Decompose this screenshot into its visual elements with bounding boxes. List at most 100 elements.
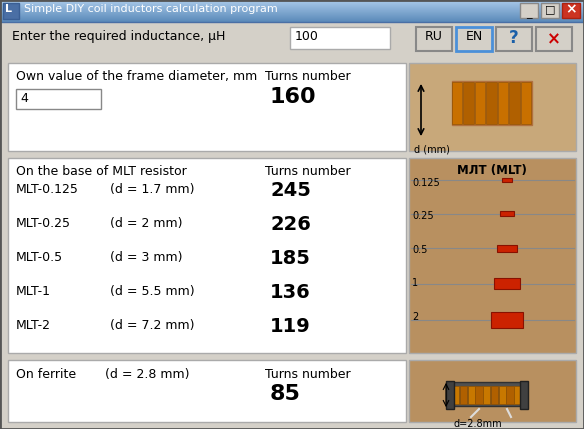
Text: ×: × (565, 2, 577, 16)
Text: L: L (5, 4, 12, 14)
Bar (0, 16, 584, 17)
Text: 119: 119 (270, 317, 311, 336)
Bar (0, 8, 584, 9)
Bar (520, 82, 531, 124)
Bar (496, 27, 532, 51)
Bar (0, 5, 584, 6)
Bar (452, 386, 459, 404)
Bar (491, 386, 498, 404)
Text: On the base of MLT resistor: On the base of MLT resistor (16, 165, 187, 178)
Bar (456, 27, 492, 51)
Text: 85: 85 (270, 384, 301, 404)
Text: MLT-0.25: MLT-0.25 (16, 217, 71, 230)
Text: Turns number: Turns number (265, 368, 350, 381)
Bar (0, 0, 584, 22)
Text: (d = 3 mm): (d = 3 mm) (110, 251, 182, 264)
Bar (409, 63, 576, 151)
Bar (515, 386, 522, 404)
Bar (0, 20, 584, 21)
Text: Simple DIY coil inductors calculation program: Simple DIY coil inductors calculation pr… (24, 4, 278, 14)
Bar (290, 27, 390, 49)
Text: (d = 2.8 mm): (d = 2.8 mm) (105, 368, 189, 381)
Bar (8, 360, 406, 422)
Bar (0, 3, 584, 4)
Text: Turns number: Turns number (265, 70, 350, 83)
Bar (0, 15, 584, 16)
Bar (0, 4, 584, 5)
Bar (536, 27, 572, 51)
Bar (520, 3, 538, 18)
Text: МЛТ (MLT): МЛТ (MLT) (457, 164, 527, 177)
Bar (486, 82, 497, 124)
Bar (0, 2, 584, 3)
Text: Enter the required inductance, μH: Enter the required inductance, μH (12, 30, 225, 43)
Text: d=2.8mm: d=2.8mm (454, 419, 503, 429)
Text: RU: RU (425, 30, 443, 43)
Bar (0, 13, 584, 14)
Text: d (mm): d (mm) (414, 145, 450, 155)
Bar (0, 17, 584, 18)
Bar (0, 10, 584, 11)
Text: 245: 245 (270, 181, 311, 200)
Text: ?: ? (509, 29, 519, 47)
Text: (d = 7.2 mm): (d = 7.2 mm) (110, 319, 194, 332)
Text: 0.25: 0.25 (412, 211, 434, 221)
Bar (464, 82, 474, 124)
Text: Turns number: Turns number (265, 165, 350, 178)
Text: MLT-0.125: MLT-0.125 (16, 183, 79, 196)
Text: EN: EN (465, 30, 482, 43)
Text: 4: 4 (20, 92, 28, 105)
Text: MLT-2: MLT-2 (16, 319, 51, 332)
Text: 136: 136 (270, 283, 311, 302)
Bar (475, 386, 482, 404)
Bar (494, 278, 520, 289)
Bar (468, 386, 475, 404)
Bar (0, 12, 584, 13)
Text: 2: 2 (412, 311, 418, 322)
Bar (452, 81, 532, 125)
Bar (460, 386, 467, 404)
Bar (0, 0, 584, 1)
Bar (0, 9, 584, 10)
Bar (16, 89, 101, 109)
Text: 185: 185 (270, 249, 311, 268)
Text: On ferrite: On ferrite (16, 368, 76, 381)
Text: 0.5: 0.5 (412, 245, 427, 255)
Text: 100: 100 (295, 30, 319, 43)
Bar (0, 11, 584, 12)
Bar (0, 18, 584, 19)
Text: 1: 1 (412, 278, 418, 288)
Bar (506, 386, 514, 404)
Bar (498, 82, 508, 124)
Bar (562, 3, 580, 18)
Text: 226: 226 (270, 215, 311, 234)
Text: (d = 1.7 mm): (d = 1.7 mm) (110, 183, 194, 196)
Bar (483, 386, 491, 404)
Bar (509, 82, 520, 124)
Text: □: □ (545, 4, 555, 14)
Bar (541, 3, 559, 18)
Bar (3, 3, 19, 19)
Text: (d = 5.5 mm): (d = 5.5 mm) (110, 285, 194, 298)
Bar (416, 27, 452, 51)
Bar (0, 7, 584, 8)
Bar (452, 82, 463, 124)
Bar (491, 311, 523, 328)
Bar (520, 381, 528, 409)
Bar (409, 360, 576, 422)
Bar (8, 63, 406, 151)
Bar (409, 158, 576, 353)
Text: 160: 160 (270, 87, 317, 107)
Text: 0.125: 0.125 (412, 178, 440, 188)
Text: MLT-1: MLT-1 (16, 285, 51, 298)
Text: (d = 2 mm): (d = 2 mm) (110, 217, 182, 230)
Text: Own value of the frame diameter, mm: Own value of the frame diameter, mm (16, 70, 257, 83)
Bar (0, 19, 584, 20)
Text: ×: × (547, 30, 561, 48)
Bar (8, 158, 406, 353)
Bar (446, 381, 454, 409)
Bar (499, 386, 506, 404)
Bar (0, 1, 584, 2)
Bar (452, 382, 522, 406)
Bar (0, 21, 584, 22)
